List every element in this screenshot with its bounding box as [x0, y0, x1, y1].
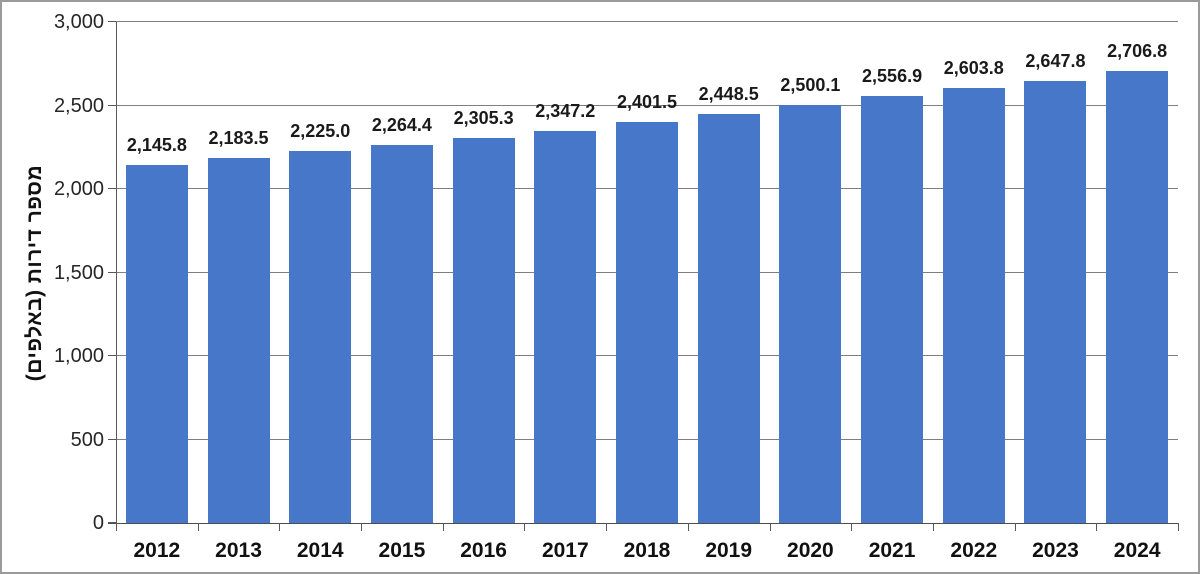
- bar: [289, 151, 352, 523]
- bar: [452, 138, 515, 523]
- y-axis-tick: [108, 188, 116, 189]
- bar: [207, 158, 270, 523]
- x-axis-category-label: 2022: [950, 539, 998, 562]
- bar: [1024, 80, 1087, 523]
- bar-value-label: 2,556.9: [862, 66, 923, 86]
- x-axis-tick: [687, 523, 689, 531]
- x-axis-category-label: 2013: [215, 539, 262, 562]
- bar: [942, 88, 1005, 523]
- x-axis-tick: [1014, 523, 1016, 531]
- bar: [125, 164, 188, 523]
- bar-value-label: 2,448.5: [698, 84, 759, 105]
- x-axis-category-label: 2018: [623, 539, 671, 562]
- x-axis-category-label: 2016: [460, 539, 507, 562]
- bar-value-label: 2,225.0: [290, 121, 351, 142]
- x-axis-category-label: 2020: [787, 539, 834, 562]
- bar-value-label: 2,183.5: [208, 128, 269, 149]
- y-axis-tick-label: 2,500: [53, 94, 104, 117]
- y-axis-tick-label: 1,000: [53, 345, 104, 367]
- y-axis-tick: [108, 271, 116, 273]
- x-axis-category-label: 2015: [378, 539, 426, 562]
- y-axis-tick: [108, 438, 116, 440]
- x-axis-category-label: 2012: [133, 539, 181, 562]
- bar-value-label: 2,603.8: [943, 58, 1004, 79]
- x-axis-tick: [442, 523, 444, 531]
- x-axis-tick: [197, 523, 199, 531]
- x-axis-category-label: 2019: [705, 539, 753, 562]
- gridline: [116, 21, 1178, 22]
- x-axis-line: [108, 523, 1178, 524]
- x-axis-category-label: 2017: [541, 539, 589, 562]
- bar-value-label: 2,647.8: [1025, 50, 1086, 71]
- bar-value-label: 2,706.8: [1107, 40, 1168, 61]
- y-axis-tick-label: 500: [70, 428, 104, 451]
- x-axis-category-label: 2014: [296, 539, 344, 562]
- y-axis-line: [116, 22, 117, 523]
- bar-value-label: 2,305.3: [453, 108, 514, 129]
- x-axis-tick: [361, 523, 363, 531]
- x-axis-tick: [524, 523, 526, 531]
- x-axis-category-label: 2021: [868, 539, 916, 562]
- bar-value-label: 2,500.1: [780, 75, 841, 96]
- y-axis-tick-labels: 0 500 1,000 1,500 2,000 2,500 3,000: [0, 11, 104, 534]
- x-axis-tick: [1096, 523, 1098, 531]
- x-axis-tick: [1178, 523, 1179, 531]
- x-axis-tick: [606, 523, 608, 531]
- x-axis-category-labels: 2012 2013 2014 2015 2016 2017 2018 2019 2020 2021…: [116, 536, 1178, 566]
- x-axis-tick: [932, 523, 934, 531]
- bar: [697, 114, 760, 523]
- gridline: [116, 104, 1178, 106]
- x-axis-tick: [279, 523, 281, 531]
- y-axis-tick: [108, 104, 116, 106]
- x-axis-tick: [116, 523, 117, 531]
- bar: [861, 96, 924, 523]
- bar-value-label: 2,145.8: [126, 134, 187, 155]
- bar: [1106, 70, 1169, 523]
- x-axis-tick: [769, 523, 771, 531]
- y-axis-tick: [108, 21, 116, 22]
- bar-value-label: 2,401.5: [616, 91, 678, 112]
- y-axis-tick-label: 3,000: [53, 11, 104, 33]
- bar: [534, 131, 597, 523]
- x-axis-category-label: 2024: [1113, 539, 1161, 562]
- y-axis-tick: [108, 522, 116, 523]
- y-axis-tick: [108, 355, 116, 356]
- y-axis-tick-label: 2,000: [53, 178, 104, 200]
- plot-area: 2,145.8 2,183.5 2,225.0 2,264.4 2,305.3 2,347…: [108, 21, 1179, 531]
- bar: [616, 121, 678, 523]
- bar: [779, 105, 842, 523]
- bar-value-label: 2,264.4: [371, 114, 432, 135]
- bar-value-label: 2,347.2: [535, 101, 596, 122]
- bar: [370, 144, 433, 523]
- y-axis-tick-label: 1,500: [53, 261, 104, 284]
- y-axis-tick-label: 0: [92, 512, 104, 534]
- x-axis-category-label: 2023: [1032, 539, 1079, 562]
- x-axis-tick: [851, 523, 853, 531]
